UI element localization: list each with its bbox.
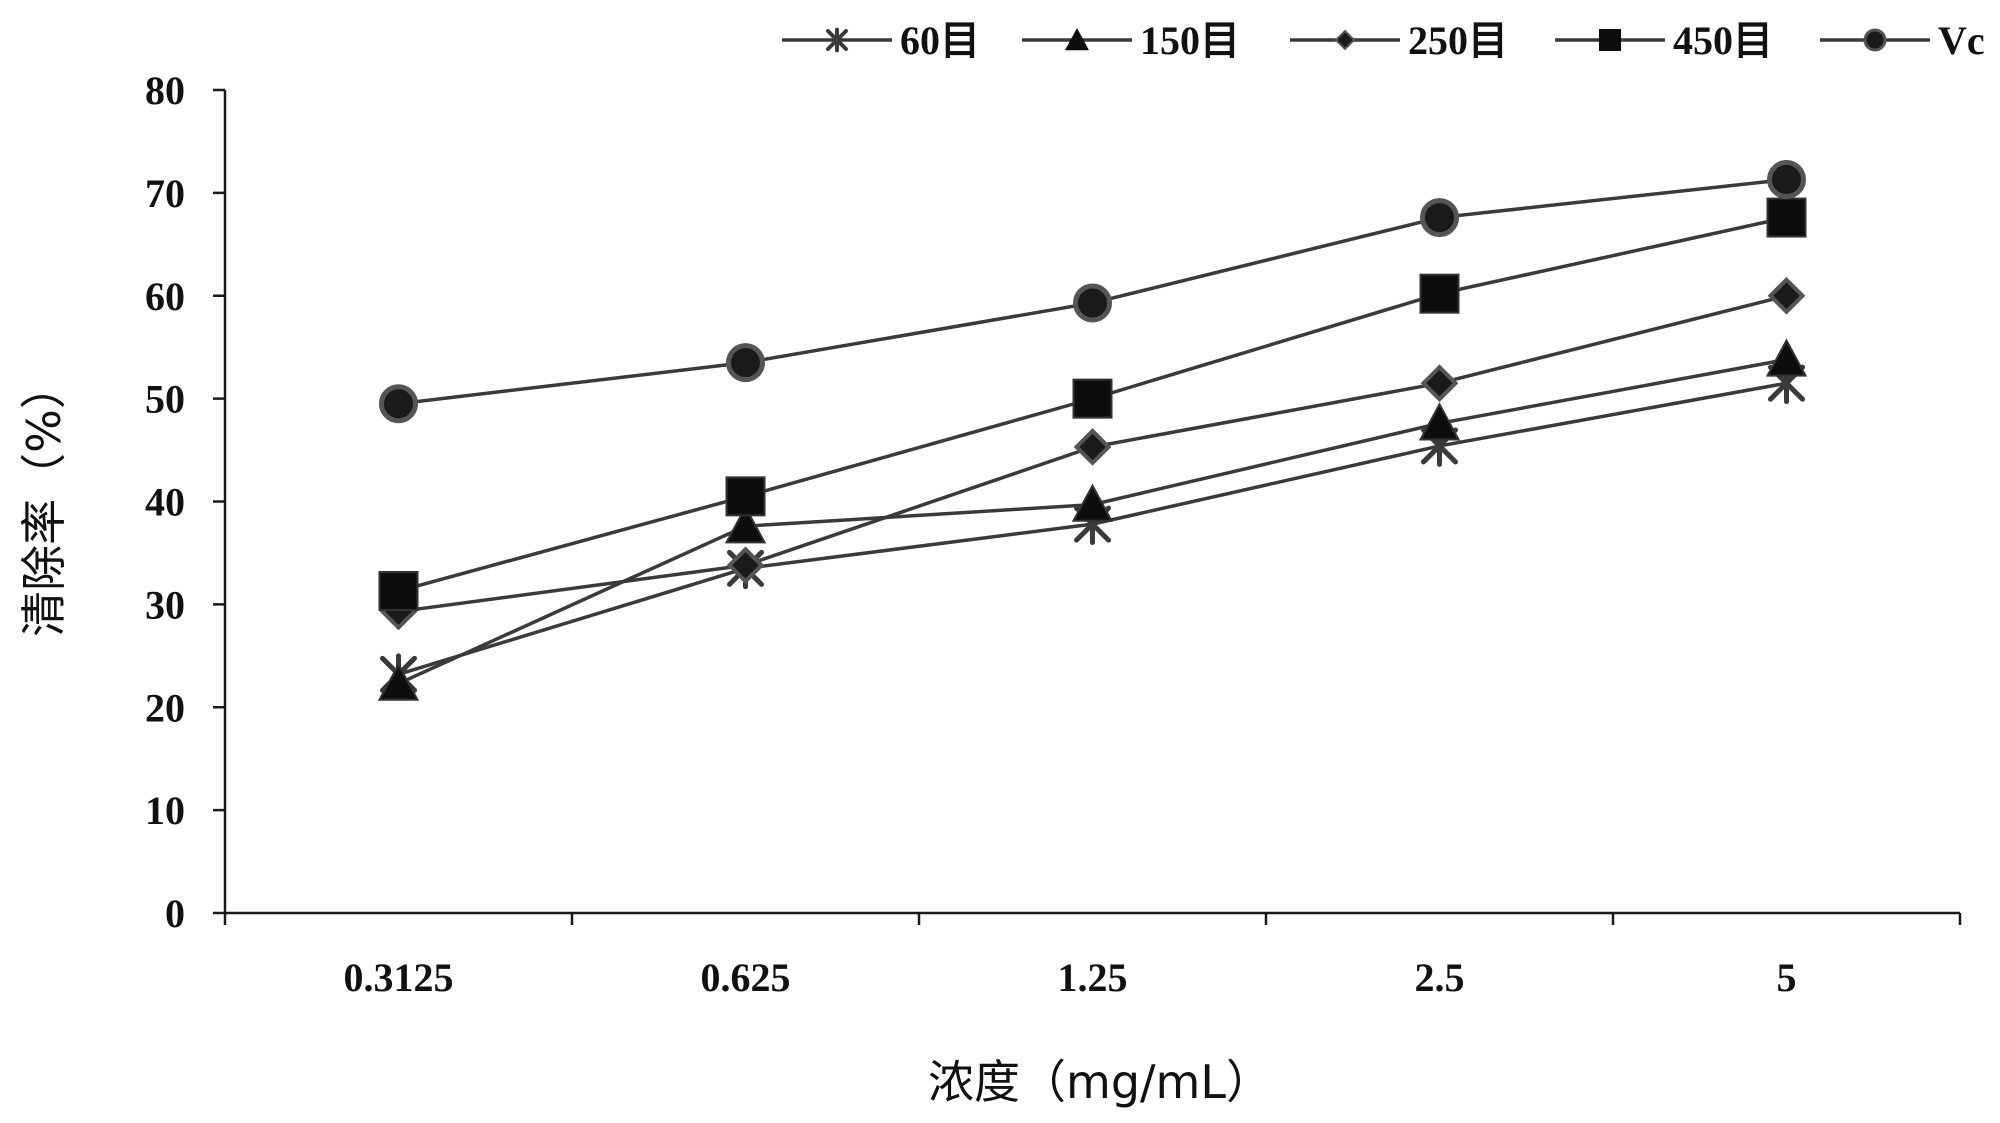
data-point: [1765, 338, 1808, 377]
legend-item: 450目: [1555, 18, 1773, 63]
legend-label: 150目: [1140, 18, 1240, 63]
legend-marker: [1334, 29, 1356, 51]
x-tick-label: 5: [1777, 955, 1797, 1000]
data-point: [1420, 364, 1459, 403]
x-tick-label: 1.25: [1058, 955, 1128, 1000]
data-point: [377, 662, 420, 701]
data-point: [1072, 378, 1113, 419]
y-tick-label: 30: [145, 582, 185, 627]
legend-marker: [1065, 28, 1089, 51]
y-axis: 0 10 20 30 40 50 60 70 80: [145, 68, 227, 936]
data-point: [1071, 483, 1114, 522]
y-tick-label: 60: [145, 274, 185, 319]
x-axis-title: 浓度（mg/mL）: [928, 1055, 1272, 1109]
data-point: [378, 571, 419, 612]
legend-label: Vc: [1938, 18, 1985, 63]
x-tick-label: 2.5: [1415, 955, 1465, 1000]
legend: 60目 150目 250目 450目 Vc: [782, 18, 1985, 63]
y-tick-label: 0: [165, 891, 185, 936]
y-tick-label: 70: [145, 171, 185, 216]
data-point: [379, 384, 418, 424]
legend-label: 450目: [1673, 18, 1773, 63]
data-point: [725, 476, 766, 517]
legend-label: 250目: [1408, 18, 1508, 63]
series-layer: [377, 160, 1808, 701]
data-point: [726, 343, 765, 383]
series-markers-4: [379, 160, 1806, 424]
series-markers-3: [378, 197, 1807, 612]
data-point: [1073, 428, 1112, 466]
legend-marker: [1599, 29, 1621, 51]
legend-item: 250目: [1290, 18, 1508, 63]
legend-label: 60目: [900, 18, 980, 63]
data-point: [1418, 402, 1461, 441]
data-point: [1767, 160, 1806, 200]
legend-marker: [1863, 28, 1887, 52]
data-point: [1767, 276, 1806, 315]
series-markers-1: [377, 338, 1808, 701]
x-tick-label: 0.625: [701, 955, 791, 1000]
data-point: [724, 505, 767, 544]
series-markers-2: [379, 276, 1806, 631]
legend-item: 150目: [1022, 18, 1240, 63]
data-point: [1073, 283, 1112, 323]
y-tick-label: 80: [145, 68, 185, 113]
y-tick-label: 50: [145, 377, 185, 422]
data-point: [726, 546, 765, 585]
legend-item: 60目: [782, 18, 980, 63]
data-point: [1420, 198, 1459, 238]
x-axis: 0.3125 0.625 1.25 2.5 5: [223, 911, 1962, 1000]
legend-marker: [826, 27, 848, 53]
y-axis-title: 清除率（%）: [17, 363, 71, 637]
y-tick-label: 10: [145, 788, 185, 833]
x-tick-label: 0.3125: [344, 955, 454, 1000]
legend-item: Vc: [1820, 18, 1985, 63]
y-tick-label: 40: [145, 480, 185, 525]
y-tick-label: 20: [145, 685, 185, 730]
data-point: [1419, 273, 1460, 314]
data-point: [1766, 197, 1807, 238]
